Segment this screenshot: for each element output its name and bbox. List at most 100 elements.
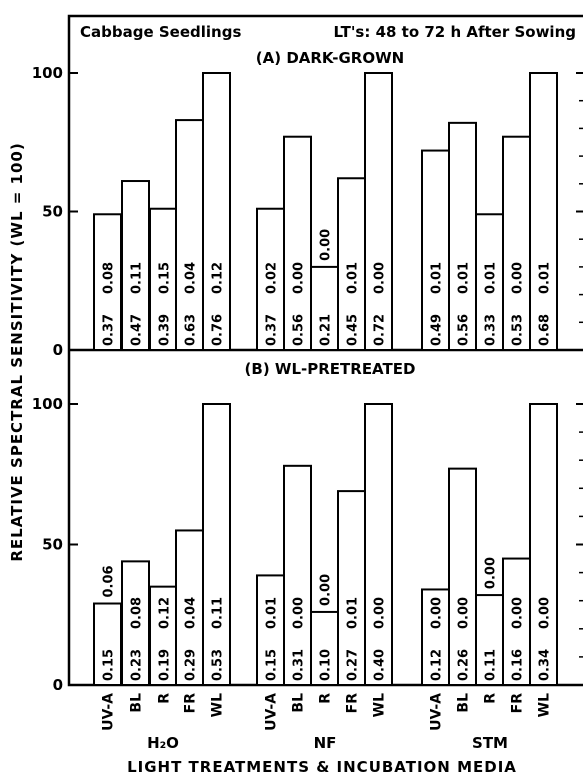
- bar-upper-label: 0.11: [211, 597, 226, 629]
- bar: [502, 557, 531, 686]
- bar-lower-label: 0.15: [265, 649, 280, 681]
- x-category-label: BL: [456, 693, 472, 713]
- panel-title: (B) WL-PRETREATED: [245, 360, 416, 378]
- x-category-label: R: [157, 693, 173, 704]
- x-category-label: R: [318, 693, 334, 704]
- bar-upper-label: 0.01: [457, 262, 472, 294]
- bar-lower-label: 0.37: [265, 314, 280, 346]
- header-right: LT's: 48 to 72 h After Sowing: [334, 23, 576, 41]
- y-tick-label: 100: [32, 64, 63, 82]
- header-left: Cabbage Seedlings: [80, 23, 241, 41]
- x-category-label: R: [483, 693, 499, 704]
- bar-lower-label: 0.47: [130, 314, 145, 346]
- bar-upper-label: 0.00: [511, 597, 526, 629]
- bar-lower-label: 0.53: [511, 314, 526, 346]
- bar-lower-label: 0.11: [484, 649, 499, 681]
- bar-lower-label: 0.10: [319, 649, 334, 681]
- bar: [283, 464, 312, 686]
- bar-lower-label: 0.53: [211, 649, 226, 681]
- bar: [202, 403, 231, 686]
- bar-lower-label: 0.72: [373, 314, 388, 346]
- bar-upper-label: 0.04: [184, 597, 199, 629]
- bar-upper-label: 0.01: [430, 262, 445, 294]
- bar: [283, 135, 312, 351]
- bar-lower-label: 0.19: [158, 649, 173, 681]
- bar-lower-label: 0.12: [430, 649, 445, 681]
- y-tick-label: 0: [53, 341, 63, 359]
- bar-upper-label: 0.12: [211, 262, 226, 294]
- bar-lower-label: 0.49: [430, 314, 445, 346]
- y-tick-label: 50: [42, 536, 63, 554]
- bar-upper-label: 0.00: [511, 262, 526, 294]
- bar-upper-label: 0.08: [130, 597, 145, 629]
- bar-upper-label: 0.01: [265, 597, 280, 629]
- x-category-label: WL: [210, 693, 226, 717]
- y-tick-label: 100: [32, 395, 63, 413]
- bar: [93, 602, 122, 687]
- bar-lower-label: 0.37: [102, 314, 117, 346]
- bar-lower-label: 0.33: [484, 314, 499, 346]
- x-axis-title: LIGHT TREATMENTS & INCUBATION MEDIA: [127, 758, 517, 776]
- bar-upper-label: 0.11: [130, 262, 145, 294]
- x-category-label: FR: [510, 693, 526, 714]
- bar-upper-label: 0.00: [484, 557, 499, 589]
- bar: [421, 588, 450, 687]
- bar-lower-label: 0.40: [373, 649, 388, 681]
- bar: [529, 72, 558, 351]
- bar-lower-label: 0.27: [346, 649, 361, 681]
- x-category-label: UV-A: [101, 693, 117, 731]
- x-category-label: WL: [372, 693, 388, 717]
- bar: [475, 594, 504, 687]
- x-category-label: BL: [291, 693, 307, 713]
- bar: [529, 403, 558, 686]
- x-group-label: STM: [472, 734, 508, 752]
- x-category-label: FR: [345, 693, 361, 714]
- bar-upper-label: 0.00: [538, 597, 553, 629]
- bar-upper-label: 0.00: [457, 597, 472, 629]
- panel-title: (A) DARK-GROWN: [256, 49, 404, 67]
- bar-upper-label: 0.01: [346, 597, 361, 629]
- x-category-label: UV-A: [429, 693, 445, 731]
- chart-layer: (A) DARK-GROWN 0 50 100 0.37 0.08 0.47 0.11 0.39…: [32, 49, 583, 752]
- x-category-label: FR: [183, 693, 199, 714]
- bar-lower-label: 0.21: [319, 314, 334, 346]
- x-group-label: NF: [314, 734, 337, 752]
- bar: [364, 72, 393, 351]
- bar-lower-label: 0.26: [457, 649, 472, 681]
- bar: [475, 213, 504, 351]
- bar-upper-label: 0.00: [319, 229, 334, 261]
- bar-upper-label: 0.15: [158, 262, 173, 294]
- bar-lower-label: 0.29: [184, 649, 199, 681]
- bar: [448, 121, 477, 351]
- bar-upper-label: 0.12: [158, 597, 173, 629]
- bar-upper-label: 0.00: [292, 597, 307, 629]
- bar: [175, 529, 204, 687]
- bar-upper-label: 0.06: [102, 565, 117, 597]
- bar-lower-label: 0.56: [457, 314, 472, 346]
- bar: [121, 560, 150, 686]
- bar-lower-label: 0.16: [511, 649, 526, 681]
- bar: [337, 177, 366, 351]
- bar-upper-label: 0.00: [292, 262, 307, 294]
- bar: [310, 265, 339, 351]
- x-category-label: BL: [129, 693, 145, 713]
- bar-upper-label: 0.01: [484, 262, 499, 294]
- bar-upper-label: 0.01: [538, 262, 553, 294]
- bar-upper-label: 0.00: [373, 262, 388, 294]
- bar-lower-label: 0.45: [346, 314, 361, 346]
- bar-upper-label: 0.00: [430, 597, 445, 629]
- bar-lower-label: 0.31: [292, 649, 307, 681]
- bar-upper-label: 0.02: [265, 262, 280, 294]
- bar-lower-label: 0.39: [158, 314, 173, 346]
- bar-lower-label: 0.15: [102, 649, 117, 681]
- bar-lower-label: 0.23: [130, 649, 145, 681]
- bar: [364, 403, 393, 686]
- x-category-label: UV-A: [264, 693, 280, 731]
- bar-lower-label: 0.56: [292, 314, 307, 346]
- x-category-label: WL: [537, 693, 553, 717]
- bar: [448, 467, 477, 686]
- y-tick-label: 0: [53, 676, 63, 694]
- bar-upper-label: 0.00: [373, 597, 388, 629]
- x-group-label: H₂O: [147, 734, 179, 752]
